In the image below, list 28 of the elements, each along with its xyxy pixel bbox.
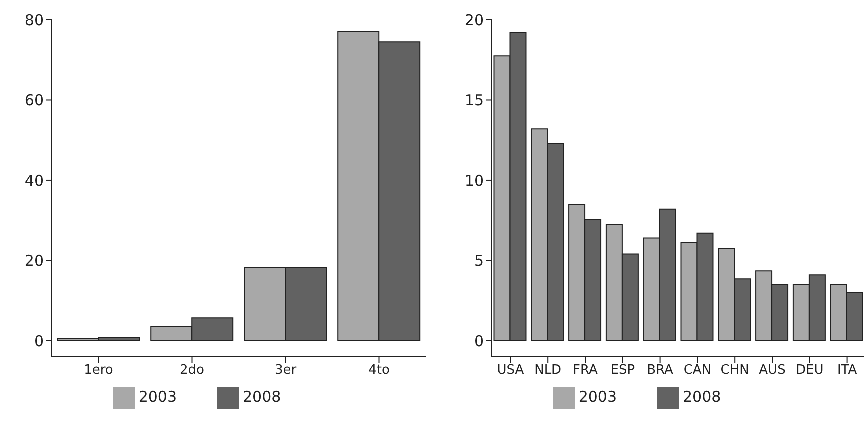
y-tick-label: 0 (474, 332, 484, 350)
x-tick-label: 3er (274, 363, 298, 378)
y-tick-label: 10 (464, 172, 484, 190)
x-tick-label: FRA (573, 363, 598, 378)
y-tick-label: 20 (24, 252, 44, 270)
x-tick-label: CHN (720, 363, 750, 378)
y-tick-label: 20 (464, 11, 484, 30)
legend-label: 2003 (138, 388, 177, 406)
legend-label: 2008 (243, 388, 282, 406)
y-tick-label: 40 (24, 172, 44, 190)
x-tick-label: 2do (180, 363, 205, 378)
x-tick-label: ITA (837, 363, 858, 378)
y-tick-label: 0 (34, 332, 44, 350)
y-tick-label: 80 (24, 11, 44, 30)
x-tick-label: ESP (610, 363, 636, 378)
x-tick-label: AUS (759, 363, 786, 378)
y-tick-label: 5 (474, 252, 484, 270)
x-tick-label: 1ero (84, 363, 114, 378)
legend-label: 2003 (578, 388, 617, 406)
legend-label: 2008 (683, 388, 722, 406)
x-tick-label: CAN (684, 363, 712, 378)
y-tick-label: 60 (24, 92, 44, 110)
x-tick-label: BRA (647, 363, 674, 378)
x-tick-label: USA (497, 363, 524, 378)
x-tick-label: 4to (368, 363, 390, 378)
x-tick-label: DEU (796, 363, 824, 378)
x-tick-label: NLD (534, 363, 562, 378)
y-tick-label: 15 (464, 92, 484, 110)
